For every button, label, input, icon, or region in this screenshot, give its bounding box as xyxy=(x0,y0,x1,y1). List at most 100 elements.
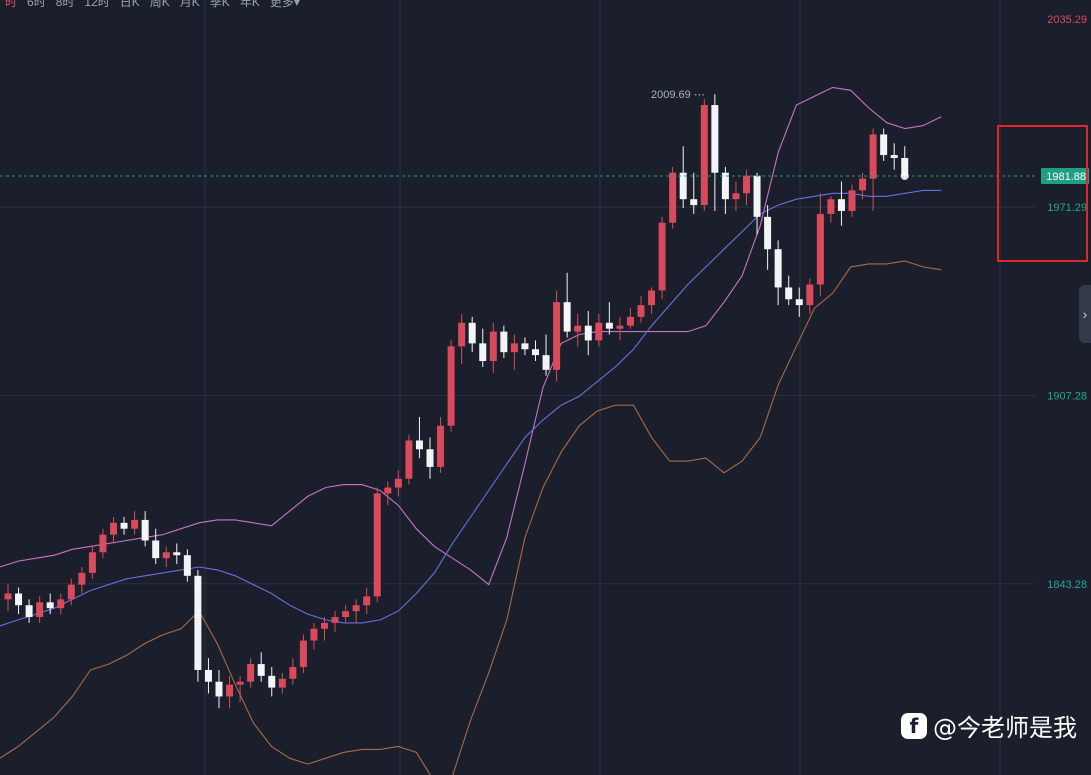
candle-body xyxy=(342,611,350,617)
candle xyxy=(194,569,202,682)
candle xyxy=(236,675,244,703)
candle-body xyxy=(542,355,550,370)
candle xyxy=(342,605,350,623)
candle-body xyxy=(743,175,750,194)
candle xyxy=(679,146,687,209)
candle xyxy=(848,184,856,217)
candle xyxy=(859,172,867,200)
candle-body xyxy=(36,602,44,617)
candle-body xyxy=(299,640,307,668)
candle xyxy=(247,658,255,688)
candle-body xyxy=(837,199,845,211)
chevron-right-icon[interactable]: › xyxy=(1079,285,1091,343)
candle-body xyxy=(110,522,117,535)
candle-body xyxy=(67,584,75,600)
candle xyxy=(110,516,117,544)
candle-body xyxy=(732,193,740,200)
timeframe-12h[interactable]: 12时 xyxy=(84,0,110,9)
timeframe-daily[interactable]: 日K xyxy=(119,0,140,9)
lower-band-line xyxy=(0,260,942,775)
candle-body xyxy=(574,325,582,332)
candle-body xyxy=(46,602,54,609)
candle-body xyxy=(247,664,255,682)
candle-body xyxy=(15,593,23,606)
candle-body xyxy=(78,572,86,585)
candle-body xyxy=(131,519,139,529)
timeframe-8h[interactable]: 8时 xyxy=(55,0,75,9)
candle-body xyxy=(563,302,571,332)
timeframe-yearly[interactable]: 年K xyxy=(239,0,260,9)
candle-body xyxy=(616,325,624,329)
candle-body xyxy=(162,552,170,559)
candle-body xyxy=(532,349,539,356)
candle xyxy=(732,181,740,211)
candle xyxy=(268,667,276,697)
candle-body xyxy=(806,284,814,306)
candle xyxy=(162,546,170,567)
grid-lines xyxy=(0,0,1035,775)
candle xyxy=(521,337,529,356)
candle xyxy=(880,128,888,161)
candle xyxy=(532,340,539,362)
timeframe-monthly[interactable]: 月K xyxy=(179,0,200,9)
axis-tick-label: 1907.28 xyxy=(1047,391,1087,403)
candle-body xyxy=(363,596,371,606)
timeframe-weekly[interactable]: 周K xyxy=(149,0,170,9)
candle-body xyxy=(764,216,772,250)
candle xyxy=(806,278,814,314)
candle xyxy=(447,340,455,432)
candle xyxy=(743,169,750,206)
candle xyxy=(510,334,518,370)
candle xyxy=(321,617,328,641)
candle xyxy=(563,272,571,338)
candle xyxy=(669,166,677,229)
candle-body xyxy=(152,540,160,559)
candle xyxy=(700,99,708,211)
candle-body xyxy=(584,325,592,341)
timeframe-quarterly[interactable]: 季K xyxy=(209,0,230,9)
candle xyxy=(4,584,12,612)
candle xyxy=(616,316,624,341)
candle-body xyxy=(669,172,677,223)
candle-body xyxy=(690,199,698,206)
candle xyxy=(363,587,371,615)
candle-body xyxy=(890,155,898,158)
candle xyxy=(648,287,656,314)
candle xyxy=(299,634,307,673)
candle xyxy=(626,308,634,329)
candle-body xyxy=(268,675,276,688)
candle xyxy=(890,143,898,170)
candle-body xyxy=(437,425,445,467)
candle xyxy=(183,549,191,582)
candle-body xyxy=(795,299,803,306)
candle-body xyxy=(310,628,318,641)
candle xyxy=(152,528,160,565)
candle xyxy=(173,543,181,565)
bollinger-bands xyxy=(0,86,942,775)
candle-body xyxy=(405,440,413,479)
candle-body xyxy=(848,190,856,211)
candle xyxy=(658,216,666,300)
candle-body xyxy=(711,105,719,173)
axis-tick-label: 1971.29 xyxy=(1047,202,1087,214)
candle xyxy=(426,437,434,479)
timeframe-partial[interactable]: 时 xyxy=(5,0,18,9)
candle xyxy=(289,658,297,685)
candle-body xyxy=(859,178,867,191)
candle-body xyxy=(120,522,128,529)
candle xyxy=(57,593,65,615)
candle xyxy=(405,434,413,485)
timeframe-6h[interactable]: 6时 xyxy=(27,0,46,9)
upper-band-line xyxy=(0,86,942,586)
candle xyxy=(595,313,603,347)
watermark-text: @今老师是我 xyxy=(933,714,1077,742)
candle-body xyxy=(226,684,234,697)
candle xyxy=(489,322,497,373)
candle xyxy=(99,528,107,559)
candle xyxy=(278,672,286,694)
candle-body xyxy=(415,440,423,450)
candle-body xyxy=(331,617,339,623)
timeframe-more-dropdown[interactable]: 更多▾ xyxy=(269,0,300,9)
candle-body xyxy=(658,222,666,291)
